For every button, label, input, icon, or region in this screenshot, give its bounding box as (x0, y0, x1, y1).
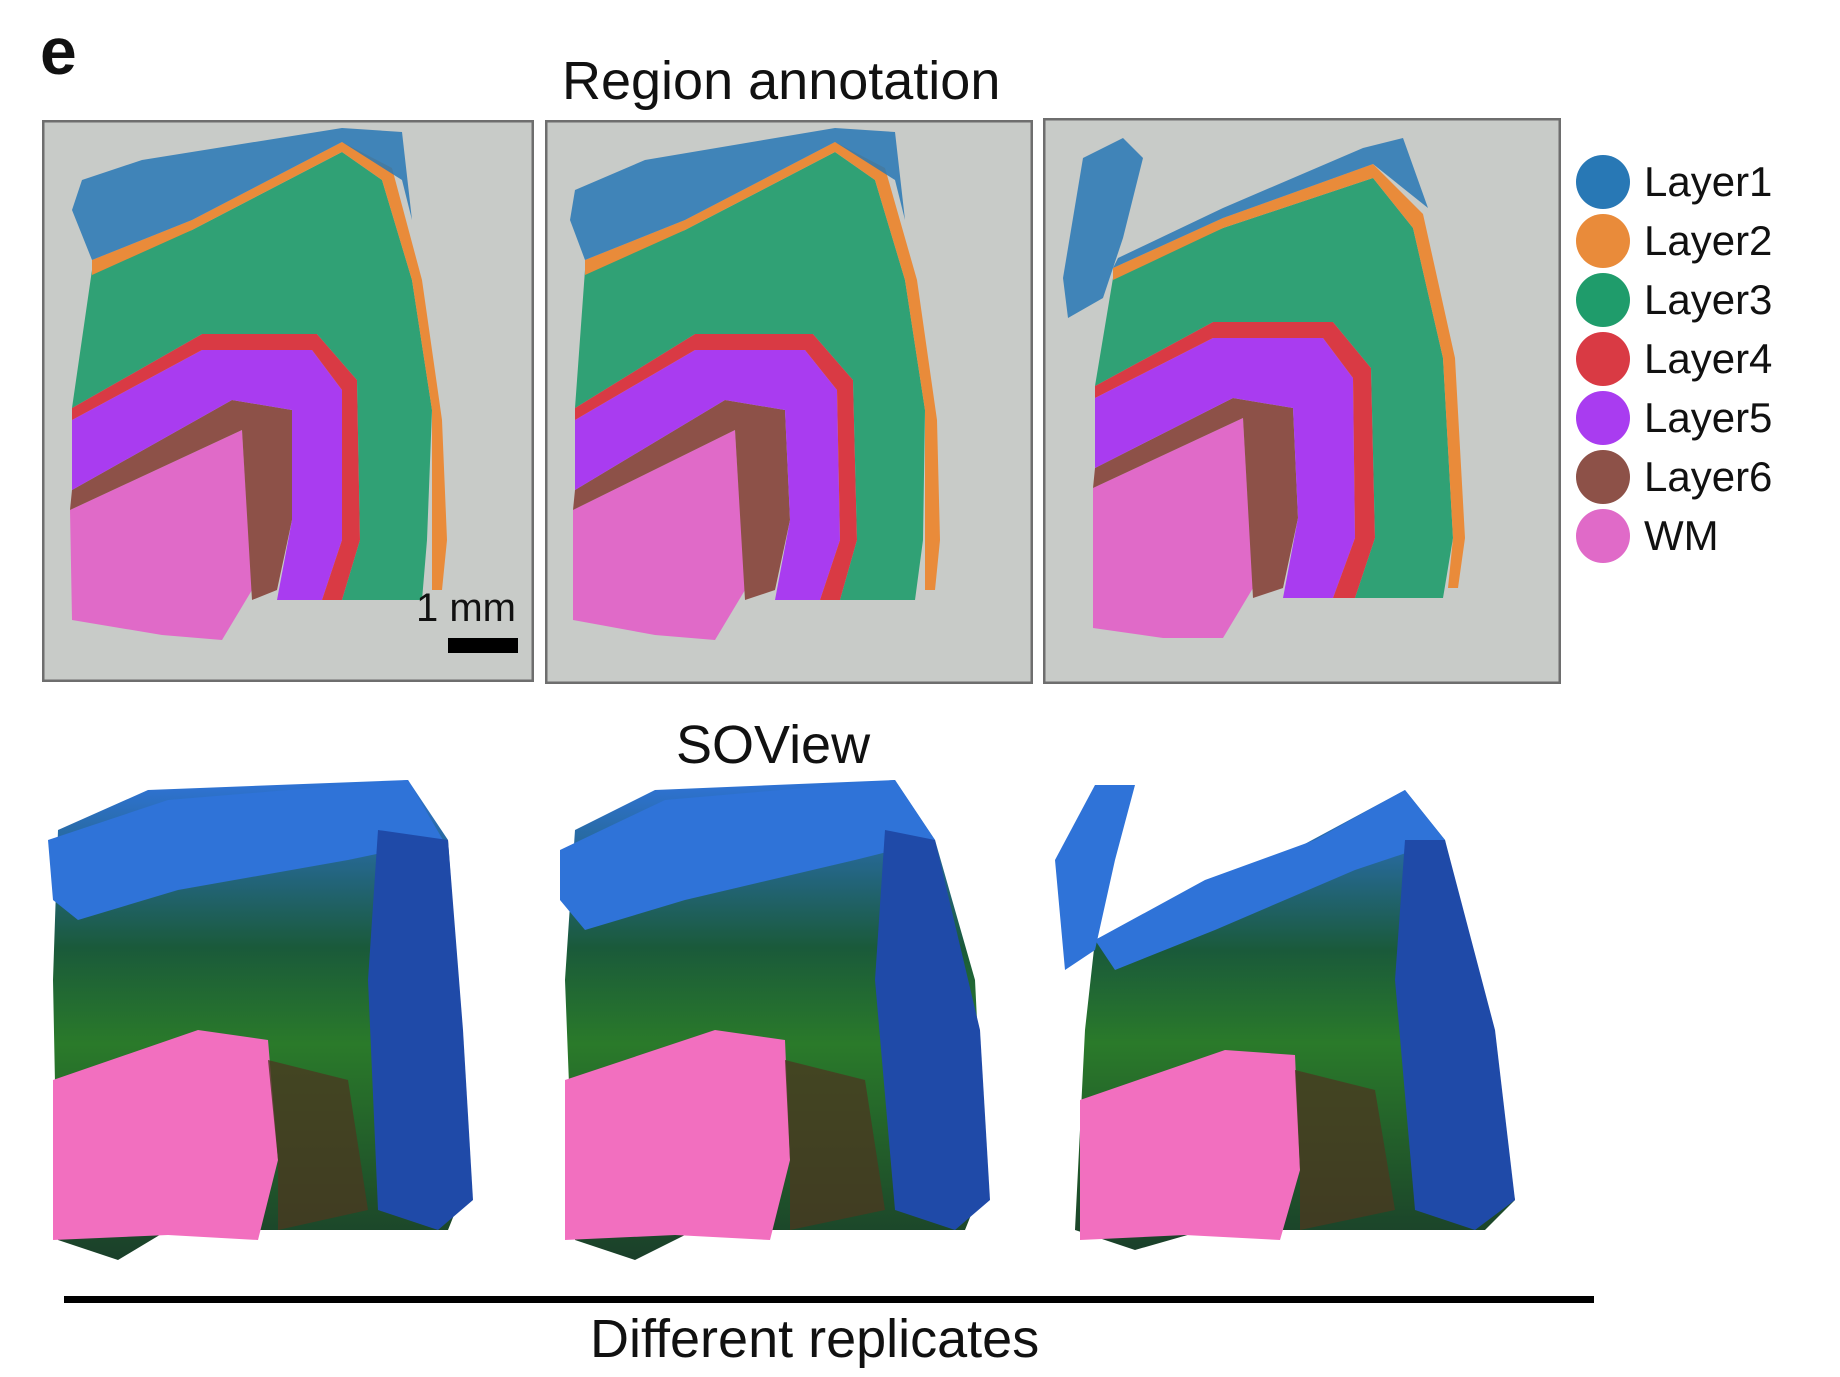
scale-bar (448, 638, 518, 653)
legend-item-layer1: Layer1 (1576, 152, 1772, 211)
legend-item-layer6: Layer6 (1576, 447, 1772, 506)
legend-item-layer2: Layer2 (1576, 211, 1772, 270)
legend-swatch (1576, 154, 1630, 209)
legend-item-layer4: Layer4 (1576, 329, 1772, 388)
legend-swatch (1576, 213, 1630, 268)
soview-map-2 (560, 780, 990, 1260)
soview-map-1 (48, 780, 473, 1260)
legend-label: Layer3 (1644, 275, 1773, 323)
legend-label: Layer1 (1644, 157, 1773, 205)
legend-swatch (1576, 508, 1630, 563)
legend-swatch (1576, 390, 1630, 445)
legend-swatch (1576, 331, 1630, 386)
replicates-bracket-line (64, 1296, 1594, 1303)
legend: Layer1 Layer2 Layer3 Layer4 Layer5 Layer… (1576, 152, 1772, 565)
legend-item-layer5: Layer5 (1576, 388, 1772, 447)
legend-label: Layer6 (1644, 452, 1773, 500)
legend-item-wm: WM (1576, 506, 1772, 565)
scale-bar-label: 1 mm (416, 586, 516, 630)
legend-label: Layer4 (1644, 334, 1773, 382)
legend-label: Layer2 (1644, 216, 1773, 264)
annotation-slide-3 (1043, 118, 1561, 684)
annotation-slide-1 (42, 120, 534, 682)
legend-label: Layer5 (1644, 393, 1773, 441)
soview-title: SOView (676, 715, 871, 775)
different-replicates-label: Different replicates (590, 1309, 1040, 1369)
legend-item-layer3: Layer3 (1576, 270, 1772, 329)
legend-label: WM (1644, 511, 1719, 559)
legend-swatch (1576, 449, 1630, 504)
region-annotation-title: Region annotation (562, 51, 1001, 111)
annotation-slide-2 (545, 120, 1033, 684)
panel-letter: e (40, 14, 77, 88)
legend-swatch (1576, 272, 1630, 327)
soview-map-3 (1055, 785, 1515, 1250)
